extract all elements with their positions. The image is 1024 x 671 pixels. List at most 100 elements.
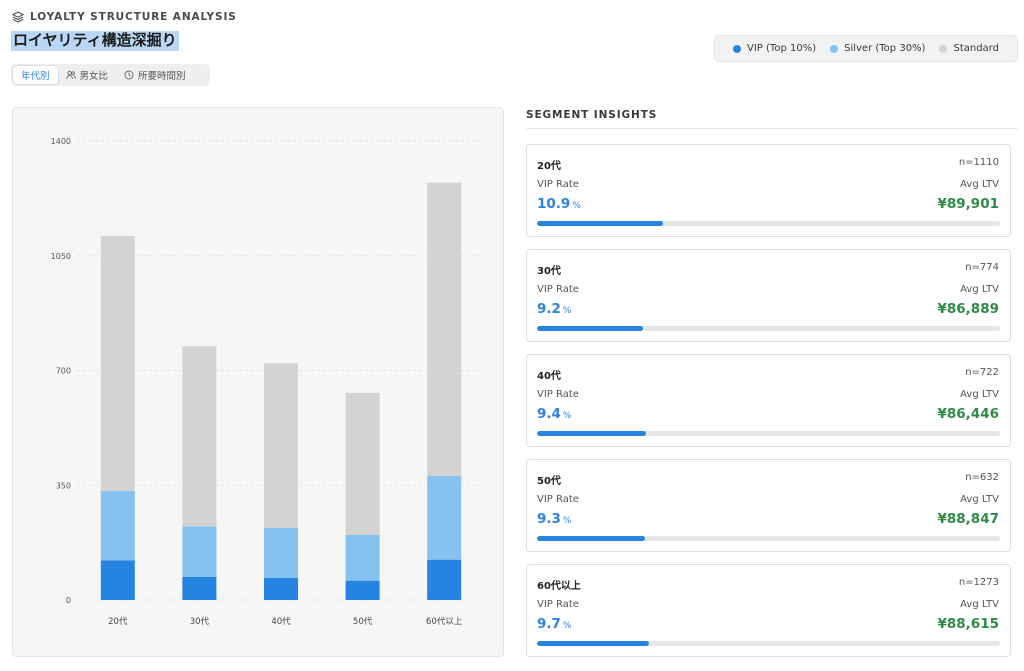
- card-vip-label: VIP Rate: [537, 389, 579, 400]
- bar-segment[interactable]: [264, 577, 298, 600]
- card-ltv-label: Avg LTV: [960, 494, 999, 505]
- section-eyebrow: LOYALTY STRUCTURE ANALYSIS: [12, 11, 237, 23]
- bar-segment[interactable]: [345, 392, 380, 535]
- bar-segment[interactable]: [182, 576, 217, 600]
- card-vip-rate: 9.4%: [537, 406, 571, 422]
- card-vip-rate: 10.9%: [537, 196, 581, 212]
- bar-segment[interactable]: [345, 534, 380, 581]
- tab-gender-label: 男女比: [79, 71, 109, 82]
- bar-segment[interactable]: [427, 182, 462, 477]
- y-tick-label: 1400: [51, 137, 71, 146]
- tab-gender[interactable]: 男女比: [58, 66, 117, 84]
- bar-segment[interactable]: [100, 490, 135, 561]
- legend-label-silver: Silver (Top 30%): [844, 43, 926, 54]
- card-avg-ltv: ¥86,446: [937, 406, 1000, 422]
- legend-item-silver: Silver (Top 30%): [830, 43, 925, 54]
- card-vip-rate: 9.3%: [537, 511, 571, 527]
- view-tabs: 年代別 男女比 所要時間別: [11, 64, 210, 86]
- insight-card-50s: 50代 n=632 VIP Rate Avg LTV 9.3% ¥88,847: [526, 459, 1011, 552]
- y-tick-label: 0: [66, 596, 71, 605]
- card-sample-size: n=1110: [958, 157, 999, 168]
- bar-segment[interactable]: [182, 526, 217, 577]
- legend-dot-vip: [733, 44, 742, 53]
- bar-segment[interactable]: [427, 559, 462, 600]
- legend-label-vip: VIP (Top 10%): [747, 43, 817, 54]
- vip-progress-fill: [537, 641, 650, 646]
- card-sample-size: n=722: [965, 367, 999, 378]
- tab-duration-label: 所要時間別: [138, 71, 186, 82]
- insight-card-20s: 20代 n=1110 VIP Rate Avg LTV 10.9% ¥89,90…: [526, 144, 1011, 237]
- layers-icon: [12, 11, 24, 23]
- bar-segment[interactable]: [182, 346, 217, 527]
- card-vip-unit: %: [562, 411, 572, 421]
- vip-progress-track: [537, 221, 1000, 226]
- y-tick-label: 700: [56, 367, 71, 376]
- users-icon: [65, 70, 76, 80]
- card-ltv-label: Avg LTV: [960, 179, 999, 190]
- x-tick-label: 40代: [271, 616, 291, 627]
- vip-progress-fill: [537, 326, 644, 331]
- card-segment: 60代以上: [537, 581, 581, 592]
- card-vip-rate-value: 9.3: [537, 511, 561, 527]
- card-ltv-label: Avg LTV: [960, 599, 999, 610]
- tab-duration[interactable]: 所要時間別: [116, 66, 194, 84]
- card-vip-label: VIP Rate: [537, 179, 579, 190]
- bar-segment[interactable]: [100, 236, 135, 491]
- card-vip-rate-value: 9.2: [537, 301, 561, 317]
- bar-segment[interactable]: [264, 363, 298, 528]
- card-avg-ltv: ¥88,615: [937, 616, 1000, 632]
- card-segment: 50代: [537, 476, 561, 487]
- tab-age-label: 年代別: [21, 71, 50, 82]
- card-ltv-label: Avg LTV: [960, 284, 999, 295]
- vip-progress-track: [537, 641, 1000, 646]
- clock-icon: [124, 70, 134, 80]
- chart-panel: 0 350 700 1050 1400 20代 30代 40代 50代 60代以上: [12, 107, 504, 657]
- card-sample-size: n=774: [965, 262, 999, 273]
- card-vip-label: VIP Rate: [537, 284, 579, 295]
- vip-progress-fill: [537, 431, 646, 436]
- page-title: ロイヤリティ構造深掘り: [11, 31, 179, 51]
- bar-segment[interactable]: [100, 560, 135, 600]
- vip-progress-track: [537, 431, 1000, 436]
- card-segment: 30代: [537, 266, 561, 277]
- y-tick-label: 350: [56, 481, 71, 490]
- insight-card-40s: 40代 n=722 VIP Rate Avg LTV 9.4% ¥86,446: [526, 354, 1011, 447]
- card-vip-rate-value: 9.7: [537, 616, 561, 632]
- x-tick-label: 30代: [190, 616, 210, 627]
- vip-progress-fill: [537, 536, 645, 541]
- card-avg-ltv: ¥89,901: [937, 196, 1000, 212]
- insight-card-30s: 30代 n=774 VIP Rate Avg LTV 9.2% ¥86,889: [526, 249, 1011, 342]
- card-vip-rate: 9.7%: [537, 616, 571, 632]
- card-vip-unit: %: [562, 621, 572, 631]
- x-tick-label: 60代以上: [426, 616, 463, 627]
- card-vip-label: VIP Rate: [537, 599, 579, 610]
- legend-label-standard: Standard: [953, 43, 999, 54]
- card-vip-unit: %: [562, 306, 572, 316]
- card-segment: 40代: [537, 371, 561, 382]
- insights-divider: [526, 128, 1018, 129]
- insight-card-60s-plus: 60代以上 n=1273 VIP Rate Avg LTV 9.7% ¥88,6…: [526, 564, 1011, 657]
- bar-segment[interactable]: [345, 580, 380, 600]
- vip-progress-track: [537, 326, 1000, 331]
- legend-item-standard: Standard: [939, 43, 999, 54]
- insights-title: SEGMENT INSIGHTS: [526, 109, 658, 121]
- x-tick-label: 50代: [353, 616, 373, 627]
- stacked-bar-chart: 0 350 700 1050 1400 20代 30代 40代 50代 60代以上: [51, 137, 485, 627]
- bar-segment[interactable]: [264, 527, 298, 578]
- card-sample-size: n=632: [965, 472, 999, 483]
- card-vip-unit: %: [562, 516, 572, 526]
- vip-progress-fill: [537, 221, 664, 226]
- card-segment: 20代: [537, 161, 561, 172]
- tab-age[interactable]: 年代別: [13, 66, 58, 84]
- card-vip-rate-value: 10.9: [537, 196, 571, 212]
- card-vip-unit: %: [572, 201, 581, 211]
- y-tick-label: 1050: [51, 252, 71, 261]
- bar-segment[interactable]: [427, 476, 462, 560]
- card-sample-size: n=1273: [958, 577, 999, 588]
- card-vip-label: VIP Rate: [537, 494, 579, 505]
- eyebrow-text: LOYALTY STRUCTURE ANALYSIS: [30, 11, 237, 23]
- legend-item-vip: VIP (Top 10%): [733, 43, 816, 54]
- vip-progress-track: [537, 536, 1000, 541]
- card-ltv-label: Avg LTV: [960, 389, 999, 400]
- card-avg-ltv: ¥88,847: [937, 511, 1000, 527]
